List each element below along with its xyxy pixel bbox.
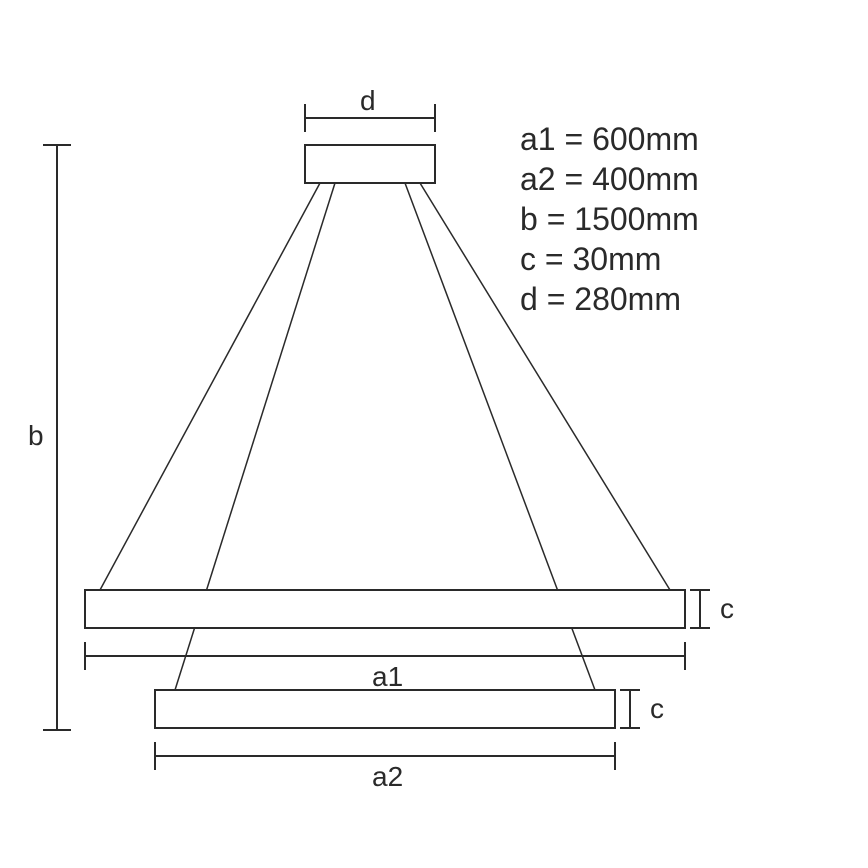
label-b: b bbox=[28, 420, 44, 451]
legend-line-1: a2 = 400mm bbox=[520, 161, 699, 197]
label-c-upper: c bbox=[720, 593, 734, 624]
legend-line-2: b = 1500mm bbox=[520, 201, 699, 237]
label-c-lower: c bbox=[650, 693, 664, 724]
dimension-diagram: d a1 a2 b c c a1 = 600mm a2 = 400mm b = 1500mm c … bbox=[0, 0, 868, 868]
legend-line-4: d = 280mm bbox=[520, 281, 681, 317]
ceiling-canopy bbox=[305, 145, 435, 183]
label-a2: a2 bbox=[372, 761, 403, 792]
label-d: d bbox=[360, 85, 376, 116]
legend-line-3: c = 30mm bbox=[520, 241, 661, 277]
label-a1: a1 bbox=[372, 661, 403, 692]
legend-line-0: a1 = 600mm bbox=[520, 121, 699, 157]
